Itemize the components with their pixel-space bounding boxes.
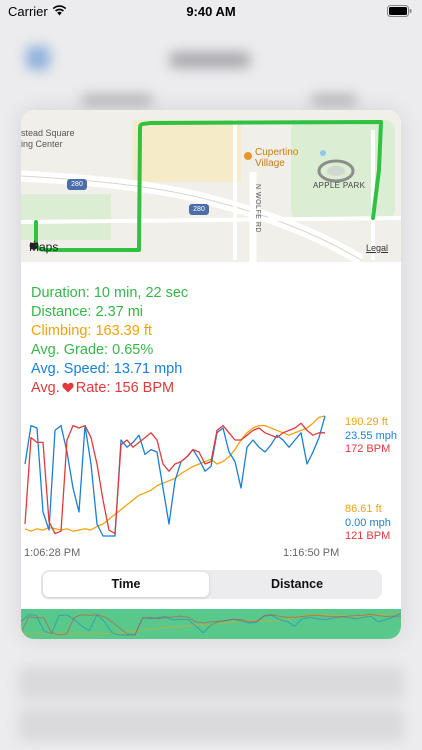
overview-plot — [21, 612, 401, 636]
background-nav-title — [170, 52, 250, 68]
apple-logo-icon — [29, 240, 38, 250]
battery-icon — [387, 5, 412, 17]
ride-chart[interactable]: 190.29 ft 23.55 mph 172 BPM 86.61 ft 0.0… — [21, 406, 401, 546]
map-highway-shield: 280 — [189, 204, 209, 215]
stat-heart-rate: Avg. Rate: 156 BPM — [31, 379, 391, 398]
ride-stats: Duration: 10 min, 22 sec Distance: 2.37 … — [31, 284, 391, 398]
stat-duration: Duration: 10 min, 22 sec — [31, 285, 189, 301]
status-bar: Carrier 9:40 AM — [0, 0, 422, 24]
axis-segmented-control[interactable]: Time Distance — [41, 570, 382, 599]
overview-strip[interactable] — [21, 609, 401, 639]
status-time: 9:40 AM — [186, 4, 236, 19]
speed-max-label: 23.55 mph — [345, 430, 397, 442]
background-row — [18, 708, 404, 742]
maps-logo: Maps — [29, 240, 58, 254]
carrier-label: Carrier — [8, 4, 48, 19]
chart-start-time: 1:06:28 PM — [24, 547, 81, 559]
elevation-max-label: 190.29 ft — [345, 416, 388, 428]
series-line-elevation — [24, 415, 326, 532]
segment-time[interactable]: Time — [43, 572, 209, 597]
series-line-speed — [24, 415, 326, 537]
map-label-ing-center: ing Center — [21, 139, 63, 149]
map-label-cupertino: Cupertino — [255, 147, 299, 158]
map-canvas — [21, 110, 401, 262]
stat-climbing: Climbing: 163.39 ft — [31, 323, 152, 339]
stat-speed: Avg. Speed: 13.71 mph — [31, 361, 183, 377]
map-label-village: Village — [255, 158, 285, 169]
elevation-min-label: 86.61 ft — [345, 503, 382, 515]
map-highway-shield: 280 — [67, 179, 87, 190]
heart-rate-min-label: 121 BPM — [345, 530, 391, 542]
stat-grade: Avg. Grade: 0.65% — [31, 342, 154, 358]
stat-distance: Distance: 2.37 mi — [31, 304, 144, 320]
background-app — [0, 24, 422, 750]
speed-min-label: 0.00 mph — [345, 517, 391, 529]
chart-plot — [24, 415, 326, 537]
background-nav-icon — [26, 46, 50, 70]
heart-icon — [62, 382, 74, 393]
background-header-left — [82, 94, 152, 106]
chart-end-time: 1:16:50 PM — [283, 547, 340, 559]
stat-heart-rate-prefix: Avg. — [31, 380, 60, 396]
heart-rate-max-label: 172 BPM — [345, 443, 391, 455]
stat-heart-rate-suffix: Rate: 156 BPM — [75, 380, 175, 396]
route-map[interactable]: stead Square ing Center Cupertino Villag… — [21, 110, 401, 262]
overview-line-heart-rate — [21, 613, 401, 636]
legal-link[interactable]: Legal — [366, 243, 389, 253]
wifi-icon — [52, 5, 67, 16]
series-line-heart-rate — [24, 422, 325, 535]
segment-distance[interactable]: Distance — [270, 577, 324, 591]
map-label-stead-square: stead Square — [21, 128, 75, 138]
map-label-wolfe-rd: N WOLFE RD — [254, 184, 261, 233]
background-row — [18, 666, 404, 700]
background-header-right — [312, 94, 356, 106]
map-label-apple-park: APPLE PARK — [313, 181, 366, 190]
ride-preview-card[interactable]: stead Square ing Center Cupertino Villag… — [21, 110, 401, 639]
